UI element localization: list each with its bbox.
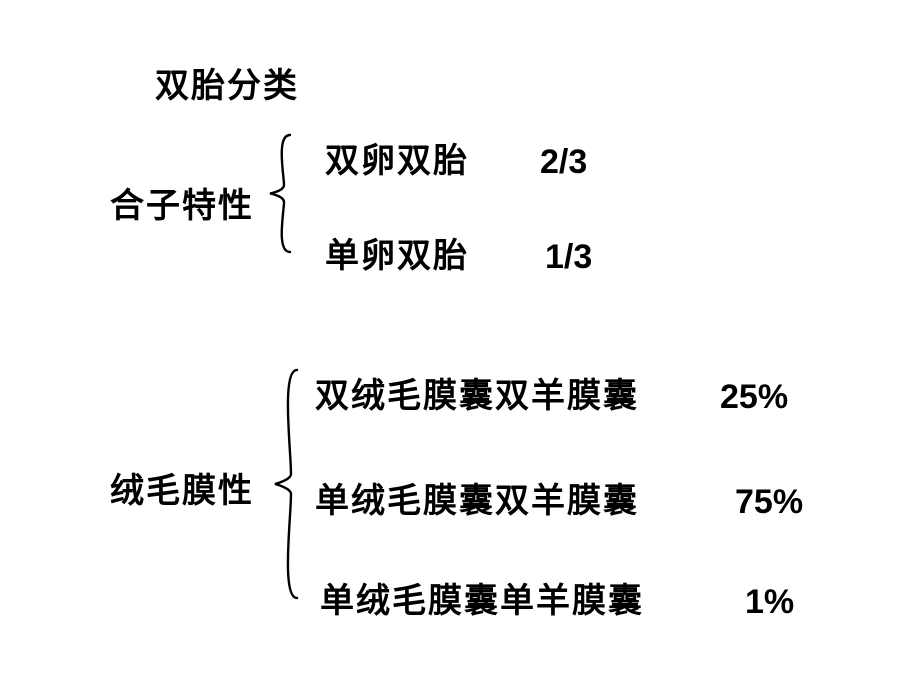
item-value: 1% — [745, 585, 794, 619]
item-value: 75% — [735, 485, 803, 519]
group-label-zygosity: 合子特性 — [110, 190, 254, 224]
item-value: 25% — [720, 380, 788, 414]
brace-zygosity — [270, 135, 294, 255]
brace-chorionicity — [275, 370, 301, 598]
item-label: 双卵双胎 — [325, 145, 469, 179]
item-label: 单绒毛膜囊单羊膜囊 — [320, 585, 644, 619]
item-value: 2/3 — [540, 145, 587, 179]
diagram-stage: 双胎分类 合子特性 双卵双胎 2/3 单卵双胎 1/3 绒毛膜性 双绒毛膜囊双羊… — [0, 0, 920, 690]
item-label: 双绒毛膜囊双羊膜囊 — [315, 380, 639, 414]
item-value: 1/3 — [545, 240, 592, 274]
group-label-chorionicity: 绒毛膜性 — [110, 475, 254, 509]
diagram-title: 双胎分类 — [155, 70, 299, 104]
item-label: 单卵双胎 — [325, 240, 469, 274]
item-label: 单绒毛膜囊双羊膜囊 — [315, 485, 639, 519]
